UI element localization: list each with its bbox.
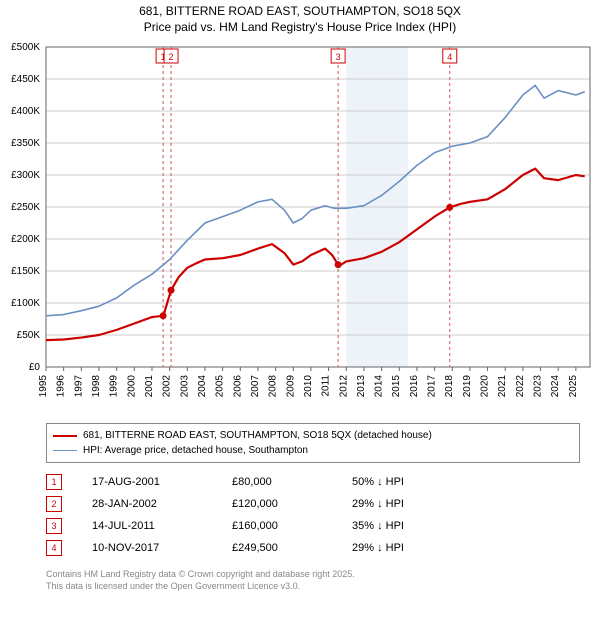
svg-text:£200K: £200K <box>11 234 40 245</box>
svg-text:1998: 1998 <box>91 375 102 398</box>
svg-text:2025: 2025 <box>568 375 579 398</box>
svg-text:4: 4 <box>447 52 452 62</box>
svg-text:2009: 2009 <box>285 375 296 398</box>
svg-text:2024: 2024 <box>550 375 561 398</box>
legend-row: HPI: Average price, detached house, Sout… <box>53 443 573 458</box>
legend-swatch <box>53 435 77 437</box>
svg-text:2001: 2001 <box>144 375 155 398</box>
sales-row: 3 14-JUL-2011 £160,000 35% ↓ HPI <box>46 515 580 537</box>
svg-text:2010: 2010 <box>303 375 314 398</box>
sale-date: 14-JUL-2011 <box>92 520 202 532</box>
legend-swatch <box>53 450 77 451</box>
svg-text:2012: 2012 <box>338 375 349 398</box>
footer: Contains HM Land Registry data © Crown c… <box>46 569 580 592</box>
svg-text:2011: 2011 <box>321 375 332 397</box>
svg-text:2023: 2023 <box>533 375 544 398</box>
svg-text:1995: 1995 <box>38 375 49 398</box>
svg-text:£100K: £100K <box>11 298 40 309</box>
legend-row: 681, BITTERNE ROAD EAST, SOUTHAMPTON, SO… <box>53 428 573 443</box>
svg-text:2013: 2013 <box>356 375 367 398</box>
svg-text:£150K: £150K <box>11 266 40 277</box>
svg-text:2020: 2020 <box>480 375 491 398</box>
sales-row: 2 28-JAN-2002 £120,000 29% ↓ HPI <box>46 493 580 515</box>
sale-price: £80,000 <box>232 476 322 488</box>
svg-text:£250K: £250K <box>11 202 40 213</box>
title-line-1: 681, BITTERNE ROAD EAST, SOUTHAMPTON, SO… <box>0 4 600 20</box>
sale-date: 17-AUG-2001 <box>92 476 202 488</box>
svg-text:1996: 1996 <box>56 375 67 398</box>
sales-row: 4 10-NOV-2017 £249,500 29% ↓ HPI <box>46 537 580 559</box>
svg-text:2014: 2014 <box>374 375 385 398</box>
svg-text:£0: £0 <box>29 362 41 373</box>
svg-text:1997: 1997 <box>73 375 84 398</box>
sale-marker: 4 <box>46 540 62 556</box>
chart-area: £0 £50K £100K £150K £200K £250K £300K £350K £400… <box>0 37 600 417</box>
sale-price: £160,000 <box>232 520 322 532</box>
svg-text:2007: 2007 <box>250 375 261 398</box>
svg-text:£300K: £300K <box>11 170 40 181</box>
svg-text:2008: 2008 <box>268 375 279 398</box>
sale-price: £249,500 <box>232 542 322 554</box>
sale-pct: 29% ↓ HPI <box>352 542 462 554</box>
svg-text:2: 2 <box>169 52 174 62</box>
svg-text:£350K: £350K <box>11 138 40 149</box>
svg-text:2002: 2002 <box>162 375 173 398</box>
svg-text:2005: 2005 <box>215 375 226 398</box>
legend: 681, BITTERNE ROAD EAST, SOUTHAMPTON, SO… <box>46 423 580 463</box>
svg-text:1999: 1999 <box>109 375 120 398</box>
svg-text:£400K: £400K <box>11 106 40 117</box>
svg-text:2019: 2019 <box>462 375 473 398</box>
sale-price: £120,000 <box>232 498 322 510</box>
chart-container: 681, BITTERNE ROAD EAST, SOUTHAMPTON, SO… <box>0 0 600 593</box>
svg-text:2015: 2015 <box>391 375 402 398</box>
svg-text:2017: 2017 <box>427 375 438 398</box>
svg-text:2000: 2000 <box>126 375 137 398</box>
sale-date: 28-JAN-2002 <box>92 498 202 510</box>
chart-svg: £0 £50K £100K £150K £200K £250K £300K £350K £400… <box>0 37 600 417</box>
svg-text:2003: 2003 <box>179 375 190 398</box>
svg-text:2018: 2018 <box>444 375 455 398</box>
sales-row: 1 17-AUG-2001 £80,000 50% ↓ HPI <box>46 471 580 493</box>
sale-marker: 1 <box>46 474 62 490</box>
svg-text:£50K: £50K <box>17 330 41 341</box>
legend-label: HPI: Average price, detached house, Sout… <box>83 443 308 458</box>
legend-label: 681, BITTERNE ROAD EAST, SOUTHAMPTON, SO… <box>83 428 432 443</box>
svg-text:3: 3 <box>336 52 341 62</box>
svg-text:2022: 2022 <box>515 375 526 398</box>
svg-text:2021: 2021 <box>497 375 508 398</box>
svg-text:£500K: £500K <box>11 42 40 53</box>
sale-marker: 2 <box>46 496 62 512</box>
footer-line-1: Contains HM Land Registry data © Crown c… <box>46 569 580 581</box>
svg-text:£450K: £450K <box>11 74 40 85</box>
title-block: 681, BITTERNE ROAD EAST, SOUTHAMPTON, SO… <box>0 0 600 37</box>
sale-date: 10-NOV-2017 <box>92 542 202 554</box>
sale-pct: 50% ↓ HPI <box>352 476 462 488</box>
sale-marker: 3 <box>46 518 62 534</box>
sale-pct: 35% ↓ HPI <box>352 520 462 532</box>
title-line-2: Price paid vs. HM Land Registry's House … <box>0 20 600 36</box>
svg-text:2016: 2016 <box>409 375 420 398</box>
svg-text:2006: 2006 <box>232 375 243 398</box>
svg-text:2004: 2004 <box>197 375 208 398</box>
sales-table: 1 17-AUG-2001 £80,000 50% ↓ HPI 2 28-JAN-2002… <box>46 471 580 559</box>
sale-pct: 29% ↓ HPI <box>352 498 462 510</box>
footer-line-2: This data is licensed under the Open Gov… <box>46 581 580 593</box>
